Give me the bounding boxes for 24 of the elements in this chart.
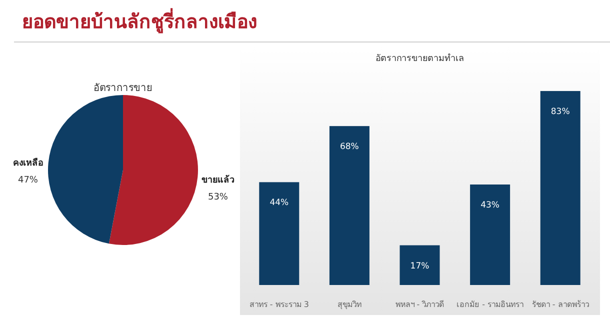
pie-slice [108, 95, 198, 245]
text: ยอดขายบ้านลักชูรี่กลางเมือง [22, 8, 257, 34]
bar [470, 184, 510, 285]
x-tick-label: พหลฯ - วิภาวดี [395, 300, 444, 309]
data-label: 83% [550, 107, 570, 118]
x-tick-label: สาทร - พระราม 3 [249, 300, 309, 309]
chart-title: อัตราการขาย [94, 83, 152, 94]
data-label: 68% [340, 142, 359, 152]
pie-slice [48, 95, 123, 244]
x-tick-label: เอกมัย - รามอินทรา [456, 300, 524, 309]
data-label: 44% [270, 198, 289, 208]
bar [540, 91, 580, 285]
bar [259, 182, 300, 285]
bar [329, 126, 370, 285]
data-label: 17% [410, 261, 430, 272]
slice-label: ขายแล้ว [202, 174, 234, 186]
x-tick-label: สุขุมวิท [337, 300, 362, 309]
slice-label: คงเหลือ [13, 156, 43, 169]
data-label: 43% [480, 200, 500, 211]
bar [400, 245, 440, 285]
chart-title: อัตราการขายตามทำเล [376, 53, 464, 64]
data-label: 53% [208, 192, 228, 202]
data-label: 47% [18, 176, 38, 186]
x-tick-label: รัชดา - ลาดพร้าว [532, 300, 589, 309]
